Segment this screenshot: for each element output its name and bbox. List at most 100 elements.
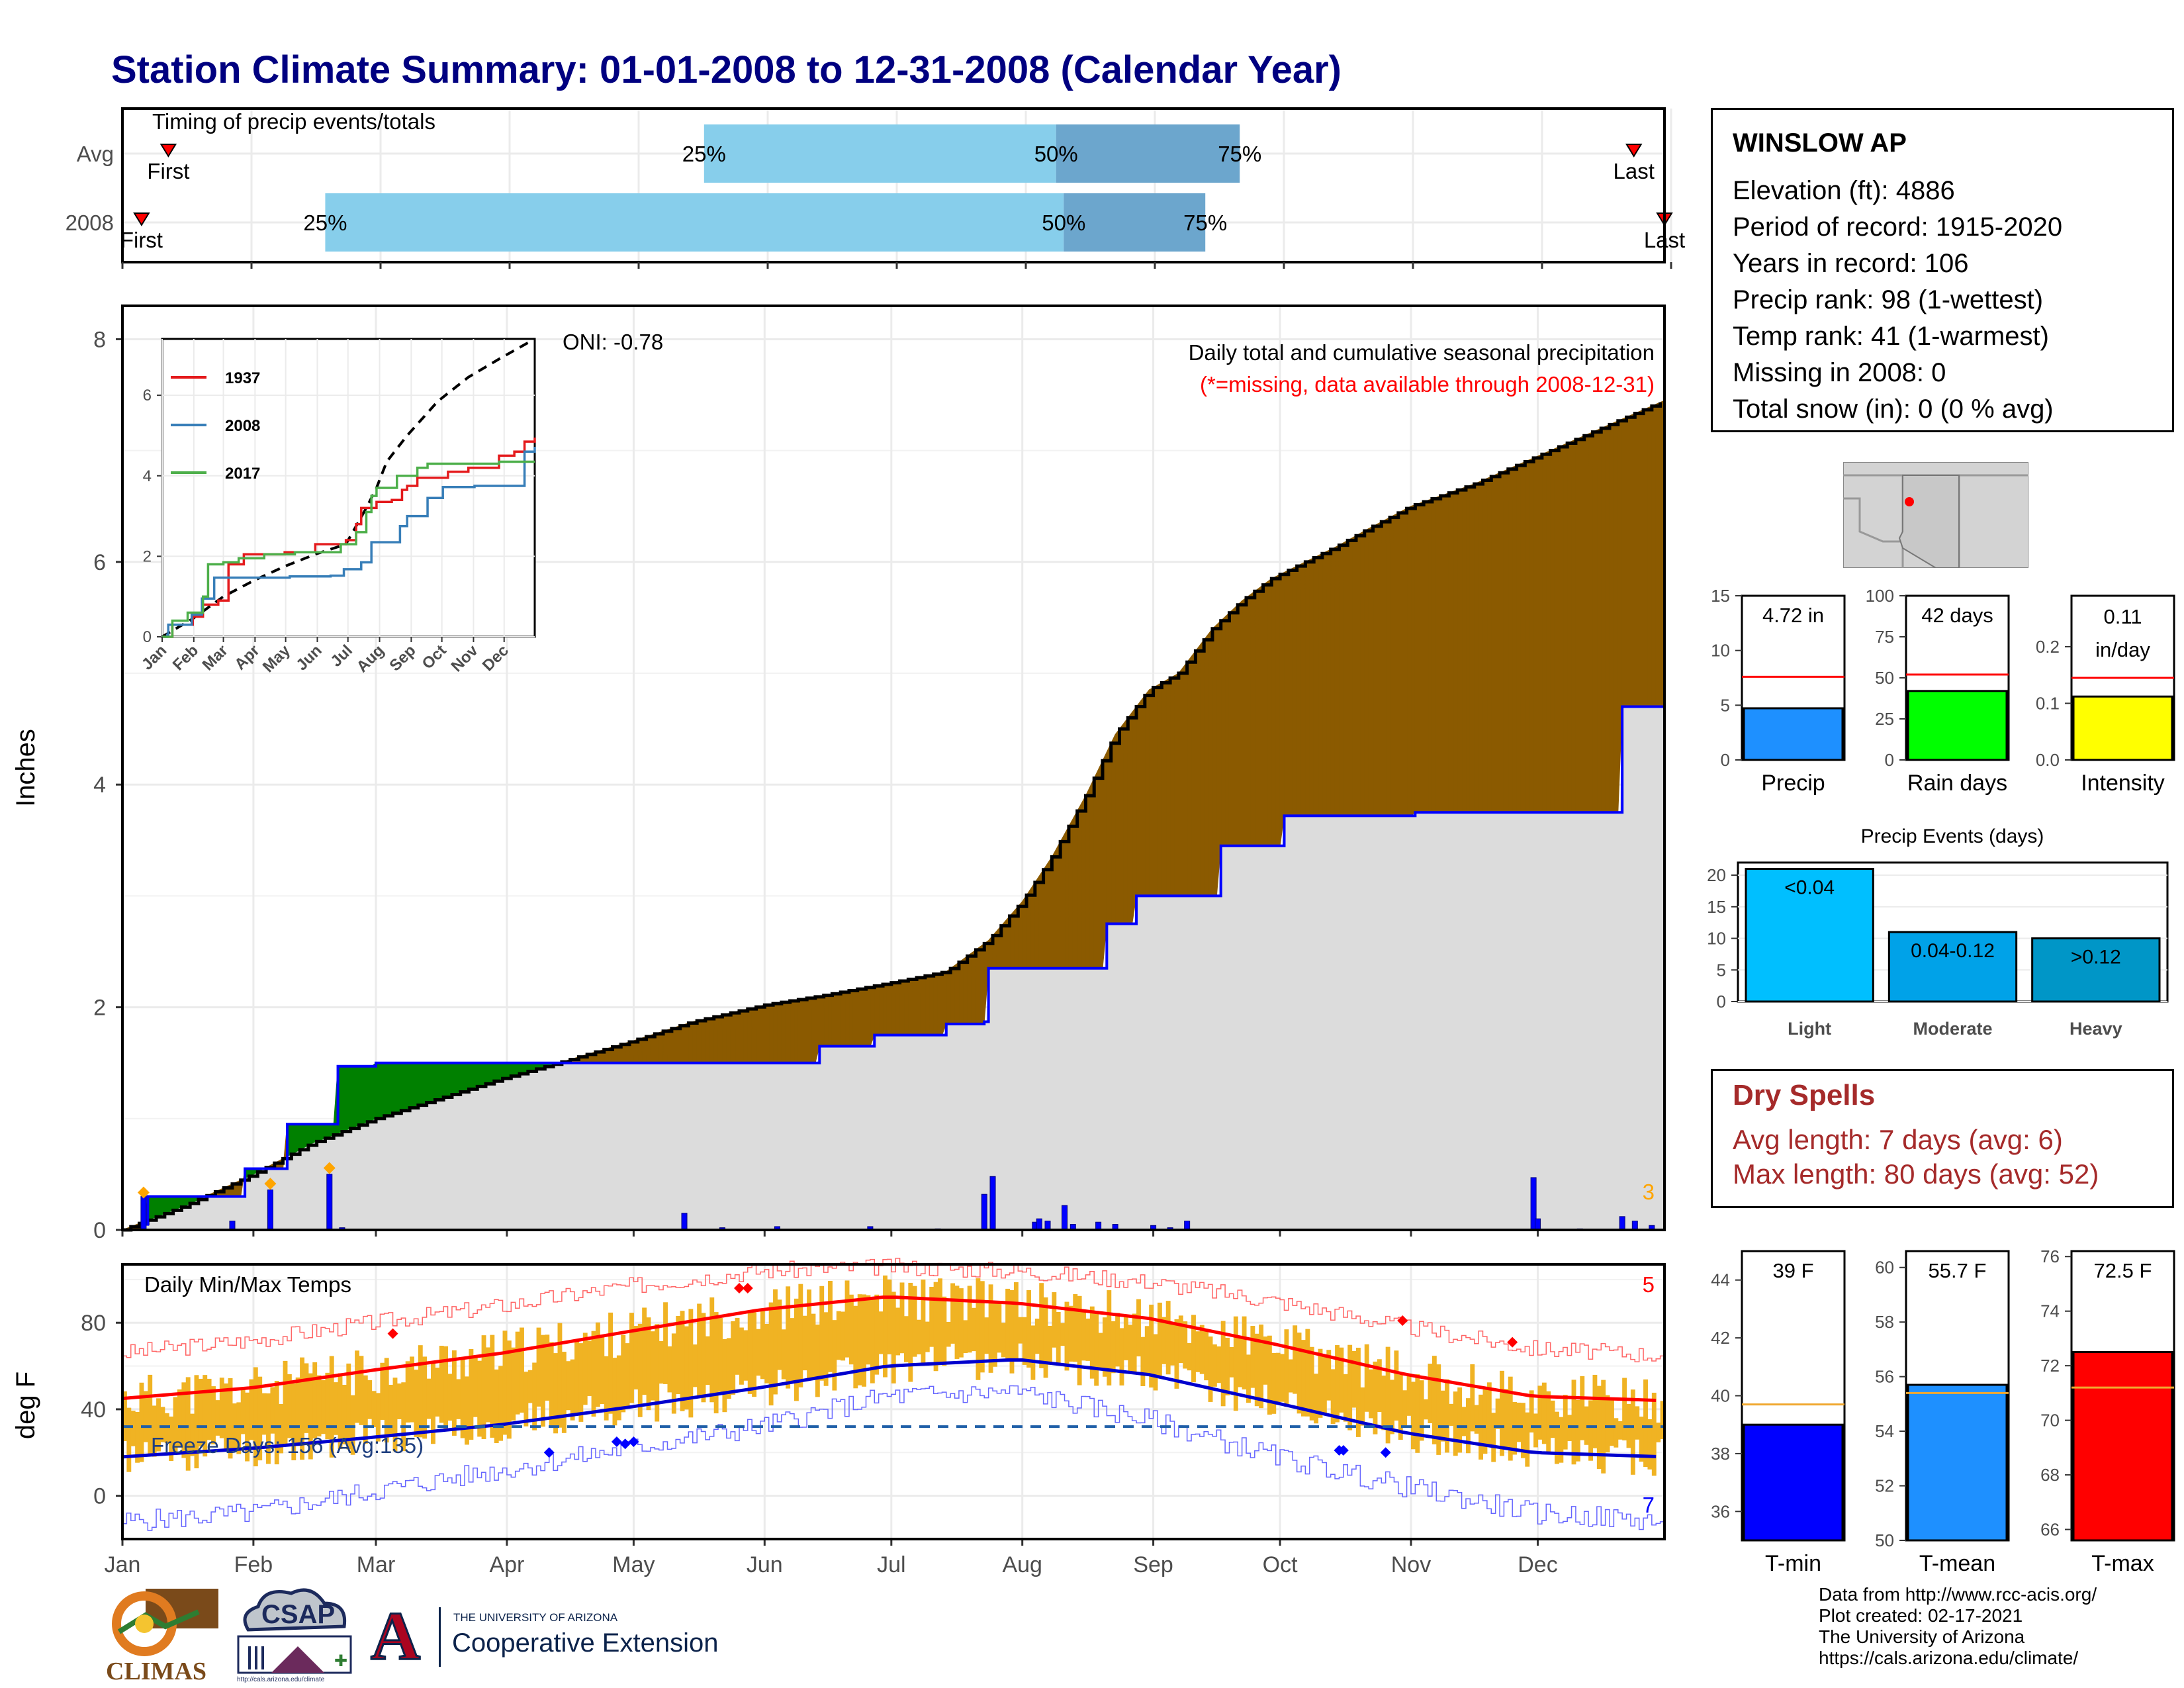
daily-temp-range-bar	[363, 1375, 368, 1444]
daily-temp-range-bar	[570, 1359, 575, 1421]
daily-temp-range-bar	[359, 1356, 364, 1425]
summary-ytick-label: 40	[1711, 1386, 1730, 1406]
daily-temp-range-bar	[958, 1288, 964, 1358]
station-name: WINSLOW AP	[1733, 128, 1907, 158]
summary-ytick-label: 56	[1875, 1367, 1894, 1387]
daily-temp-range-bar	[1271, 1352, 1277, 1414]
summary-value-bar	[2072, 1351, 2173, 1542]
daily-temp-range-bar	[993, 1303, 997, 1367]
precip-events-ytick-label: 20	[1707, 865, 1726, 885]
inset-xtick-label: May	[259, 641, 295, 677]
daily-temp-range-bar	[451, 1350, 457, 1436]
summary-ytick-label: 76	[2040, 1246, 2060, 1266]
daily-temp-range-bar	[743, 1330, 749, 1381]
daily-temp-range-bar	[1157, 1302, 1162, 1376]
record-high-marker	[1397, 1315, 1408, 1326]
month-axis-label: Jan	[105, 1552, 141, 1577]
daily-temp-range-bar	[1575, 1399, 1580, 1462]
daily-precip-bar	[1062, 1205, 1068, 1231]
daily-temp-range-bar	[515, 1331, 520, 1415]
daily-temp-range-bar	[1373, 1361, 1378, 1434]
daily-temp-range-bar	[203, 1375, 208, 1457]
credit-url: https://cals.arizona.edu/climate/	[1819, 1648, 2079, 1668]
daily-temp-range-bar	[523, 1372, 529, 1427]
credits-block: Data from http://www.rcc-acis.org/ Plot …	[1819, 1584, 2097, 1669]
inset-ytick-label: 6	[143, 387, 152, 404]
temp-ytick-label: 80	[81, 1311, 106, 1336]
daily-temp-range-bar	[777, 1299, 782, 1370]
daily-temp-range-bar	[532, 1362, 537, 1430]
daily-temp-range-bar	[1183, 1321, 1188, 1369]
daily-precip-bar	[229, 1221, 236, 1231]
daily-temp-range-bar	[460, 1359, 465, 1438]
daily-temp-range-bar	[334, 1382, 339, 1435]
climas-logo-text: CLIMAS	[106, 1658, 207, 1685]
csap-logo[interactable]: ✚ CSAP http://cals.arizona.edu/climate	[232, 1583, 354, 1686]
month-axis-label: Mar	[357, 1552, 396, 1577]
record-low-marker	[611, 1436, 622, 1447]
daily-temp-range-bar	[726, 1338, 731, 1399]
climas-logo[interactable]: CLIMAS	[106, 1585, 222, 1685]
daily-temp-range-bar	[502, 1331, 508, 1435]
daily-temp-range-bar	[240, 1388, 246, 1434]
daily-temp-range-bar	[316, 1375, 322, 1436]
precip-event-category: Light	[1788, 1019, 1831, 1039]
daily-temp-range-bar	[984, 1317, 989, 1354]
month-axis-label: Dec	[1518, 1552, 1557, 1577]
daily-temp-range-bar	[367, 1380, 373, 1419]
daily-temp-range-bar	[1052, 1292, 1057, 1348]
daily-temp-range-bar	[257, 1376, 263, 1461]
daily-temp-range-bar	[1445, 1379, 1449, 1453]
daily-temp-range-bar	[848, 1294, 854, 1365]
inset-ytick-label: 4	[143, 467, 152, 485]
daily-temp-range-bar	[1013, 1282, 1019, 1360]
summary-value-label: 42 days	[1921, 604, 1993, 627]
temp-chart-title: Daily Min/Max Temps	[144, 1272, 351, 1297]
daily-temp-range-bar	[418, 1345, 423, 1438]
timing-q75-label: 75%	[1218, 142, 1261, 166]
daily-temp-range-bar	[490, 1335, 495, 1438]
daily-temp-range-bar	[921, 1279, 926, 1366]
daily-temp-range-bar	[1482, 1389, 1488, 1454]
summary-ytick-label: 0	[1721, 750, 1730, 770]
daily-temp-range-bar	[1402, 1390, 1408, 1427]
daily-temp-range-bar	[933, 1282, 938, 1372]
record-high-marker	[742, 1282, 753, 1293]
timing-bar-50-75	[1064, 193, 1206, 252]
summary-ytick-label: 25	[1875, 709, 1894, 729]
daily-temp-range-bar	[786, 1286, 791, 1389]
inset-xtick-label: Mar	[199, 641, 232, 674]
daily-temp-range-bar	[659, 1340, 664, 1384]
daily-temp-range-bar	[895, 1307, 901, 1356]
daily-temp-range-bar	[1339, 1347, 1344, 1413]
daily-temp-range-bar	[1275, 1352, 1281, 1404]
daily-temp-range-bar	[1500, 1370, 1504, 1456]
daily-temp-range-bar	[1449, 1403, 1454, 1426]
daily-temp-range-bar	[844, 1280, 850, 1358]
daily-temp-range-bar	[688, 1309, 694, 1418]
summary-ytick-label: 10	[1711, 641, 1730, 661]
daily-temp-range-bar	[1115, 1313, 1120, 1367]
daily-temp-range-bar	[815, 1324, 820, 1397]
daily-temp-range-bar	[1571, 1380, 1576, 1465]
daily-temp-range-bar	[469, 1348, 474, 1440]
inset-xtick-label: Apr	[231, 641, 263, 673]
month-axis-label: Oct	[1263, 1552, 1298, 1577]
daily-temp-range-bar	[1250, 1326, 1255, 1388]
daily-temp-range-bar	[536, 1327, 541, 1407]
daily-temp-range-bar	[553, 1353, 559, 1434]
daily-temp-range-bar	[1220, 1321, 1226, 1407]
daily-temp-range-bar	[752, 1312, 757, 1397]
daily-temp-range-bar	[1347, 1344, 1353, 1430]
ua-cooperative-extension-logo[interactable]: A THE UNIVERSITY OF ARIZONA Cooperative …	[361, 1601, 745, 1675]
daily-temp-range-bar	[295, 1377, 300, 1446]
daily-temp-range-bar	[224, 1383, 229, 1452]
daily-temp-range-bar	[1617, 1421, 1623, 1440]
daily-temp-range-bar	[671, 1333, 676, 1414]
precip-events-ytick-label: 5	[1717, 960, 1726, 980]
daily-temp-range-bar	[283, 1360, 288, 1446]
daily-temp-range-bar	[1026, 1289, 1031, 1368]
daily-temp-range-bar	[1030, 1325, 1036, 1380]
daily-temp-range-bar	[979, 1281, 985, 1373]
daily-temp-range-bar	[1056, 1311, 1061, 1364]
